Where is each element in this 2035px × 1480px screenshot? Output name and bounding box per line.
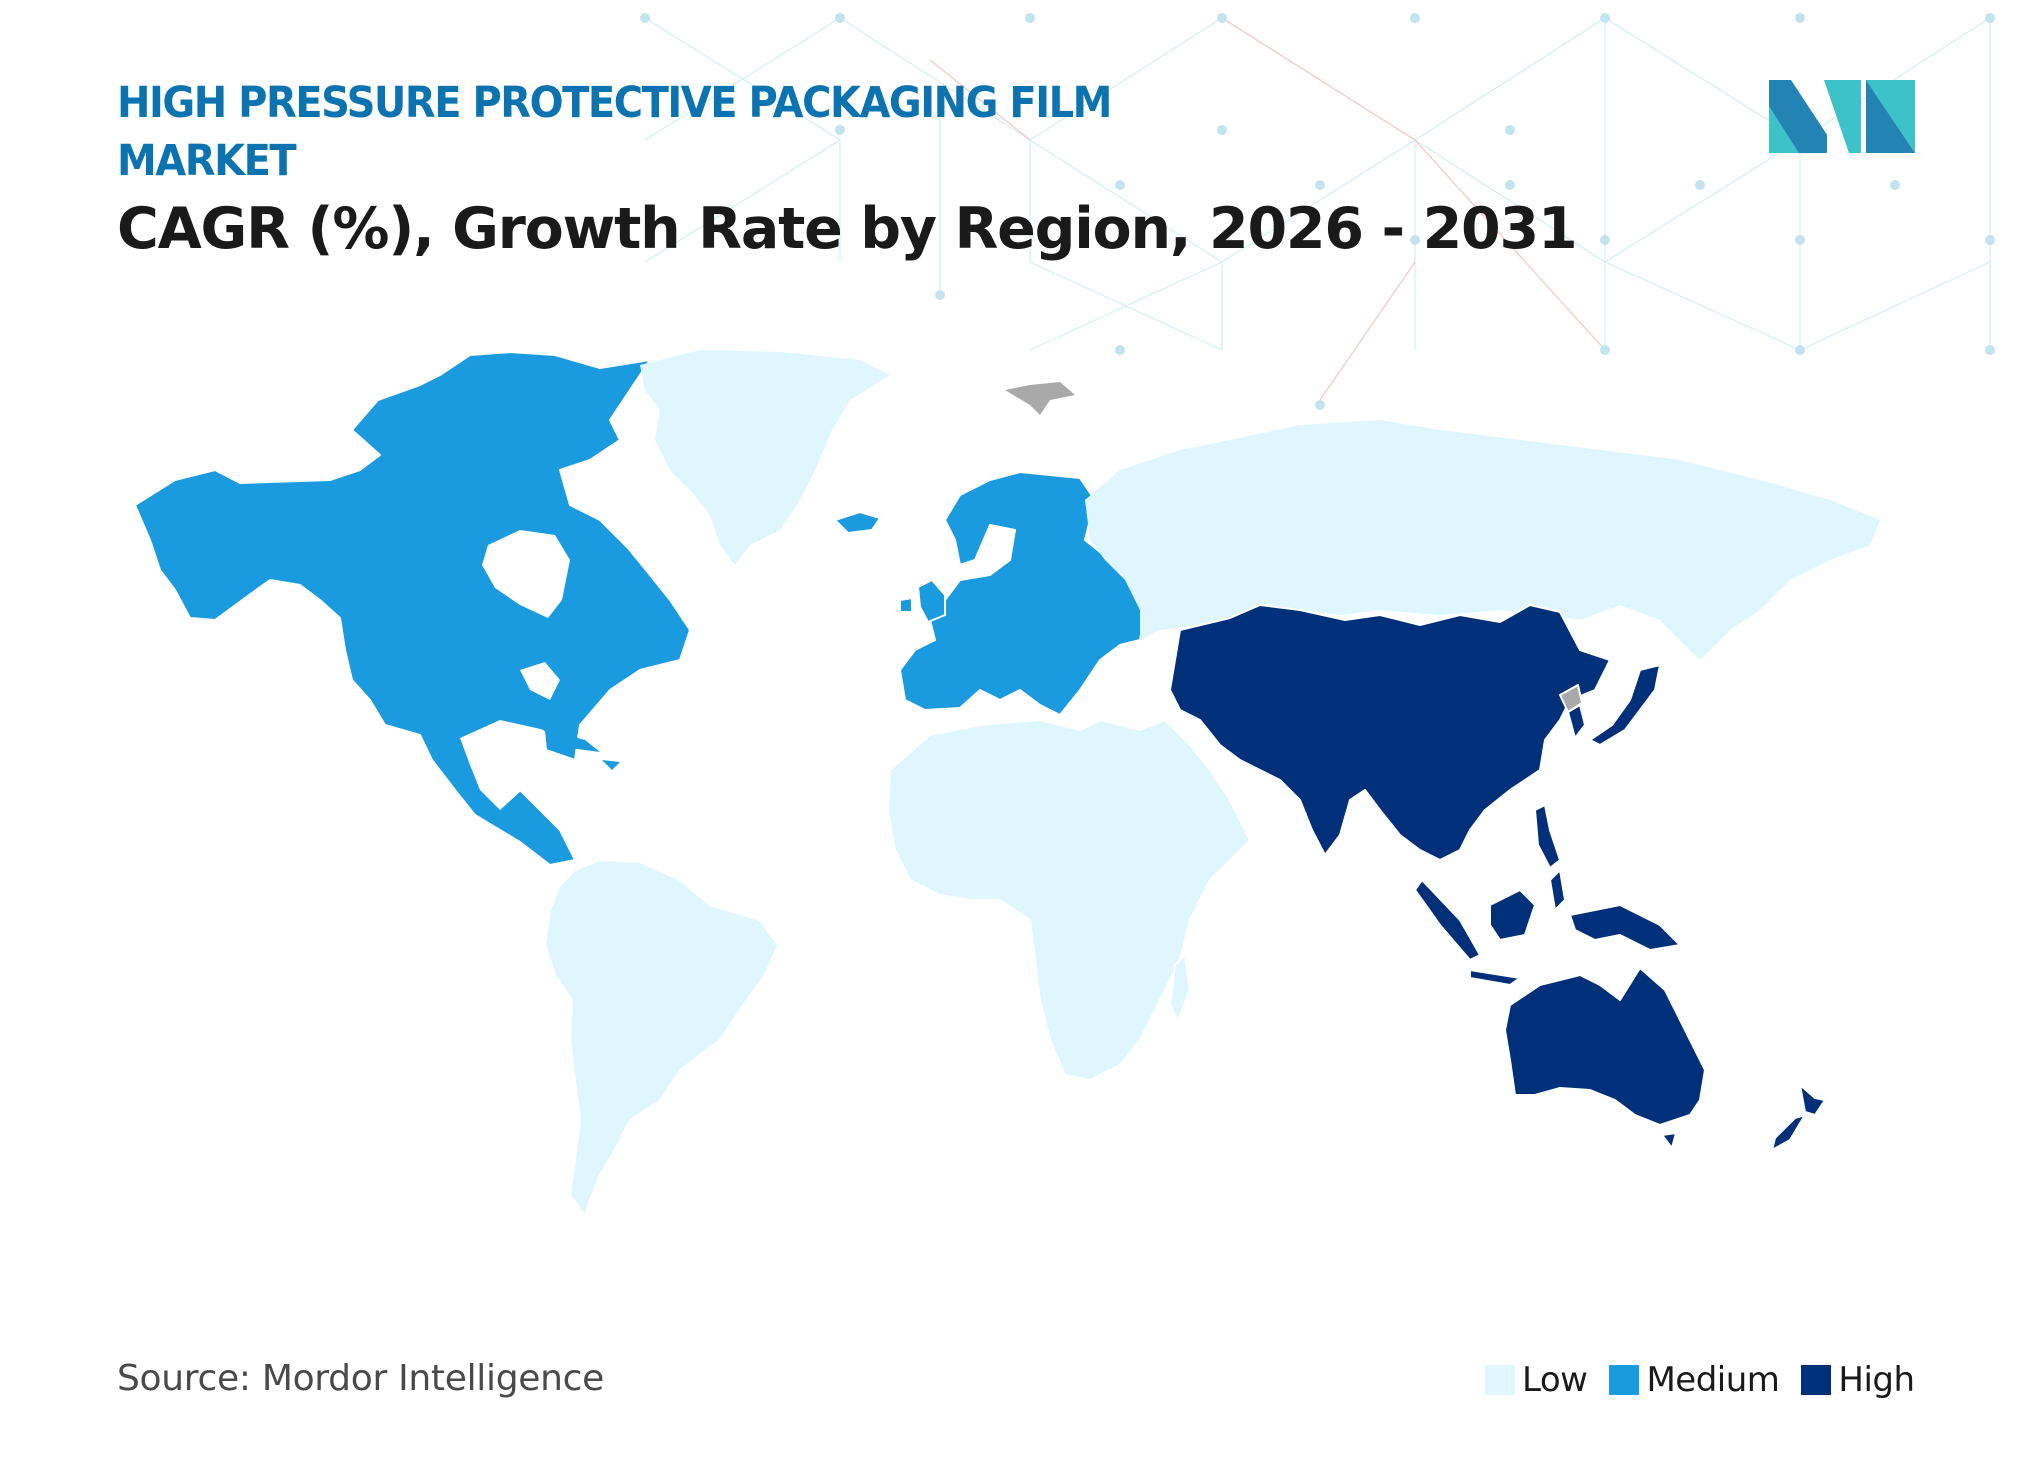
region-new-zealand[interactable] bbox=[1771, 1084, 1826, 1151]
chart-subtitle: CAGR (%), Growth Rate by Region, 2026 - … bbox=[117, 196, 1578, 262]
market-title-line1: HIGH PRESSURE PROTECTIVE PACKAGING FILM bbox=[117, 78, 1112, 128]
legend-item-high: High bbox=[1801, 1360, 1915, 1400]
region-russia[interactable] bbox=[1085, 420, 1880, 660]
region-south-america[interactable] bbox=[544, 859, 779, 1216]
legend: Low Medium High bbox=[1485, 1360, 1937, 1400]
legend-swatch-high bbox=[1801, 1365, 1832, 1395]
legend-label-high: High bbox=[1838, 1360, 1915, 1400]
region-asia-pacific[interactable] bbox=[1169, 604, 1611, 861]
legend-item-medium: Medium bbox=[1609, 1360, 1780, 1400]
region-iceland[interactable] bbox=[834, 511, 881, 534]
region-greenland[interactable] bbox=[640, 350, 890, 565]
legend-swatch-low bbox=[1485, 1365, 1515, 1395]
legend-swatch-medium bbox=[1609, 1365, 1640, 1395]
title-block: HIGH PRESSURE PROTECTIVE PACKAGING FILM … bbox=[117, 74, 1578, 264]
market-title-line2: MARKET bbox=[117, 136, 297, 186]
market-title: HIGH PRESSURE PROTECTIVE PACKAGING FILM … bbox=[117, 74, 1159, 190]
region-middle-east-africa[interactable] bbox=[887, 719, 1251, 1081]
region-uk[interactable] bbox=[899, 579, 946, 623]
legend-label-medium: Medium bbox=[1646, 1360, 1780, 1400]
region-japan[interactable] bbox=[1589, 664, 1661, 746]
world-map bbox=[134, 350, 1880, 1216]
region-australia[interactable] bbox=[1504, 967, 1706, 1126]
source-label: Source: Mordor Intelligence bbox=[117, 1358, 604, 1399]
legend-item-low: Low bbox=[1485, 1360, 1588, 1400]
legend-label-low: Low bbox=[1522, 1360, 1588, 1400]
region-north-america[interactable] bbox=[134, 351, 691, 866]
mordor-intelligence-logo-icon bbox=[1769, 80, 1915, 153]
